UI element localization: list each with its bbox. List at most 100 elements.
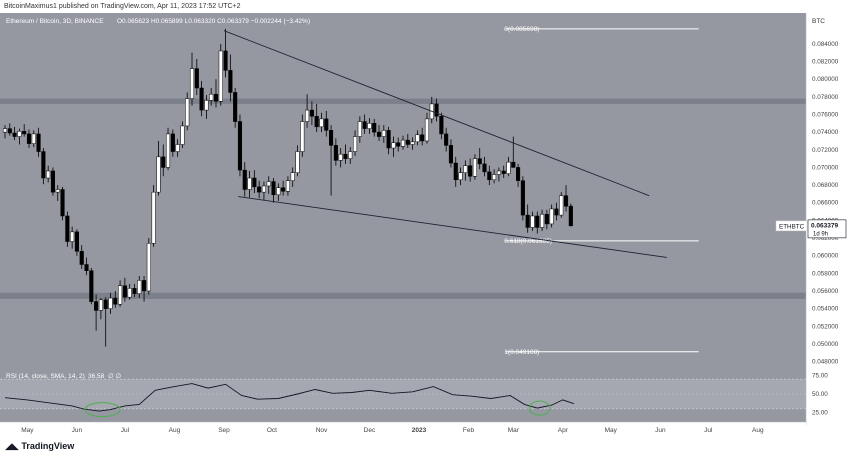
price-tick-17: 0.050000 <box>812 341 839 348</box>
candle-body-19 <box>94 301 99 311</box>
candle-body-93 <box>448 145 454 164</box>
candle-body-38 <box>185 98 190 127</box>
candle-body-40 <box>194 68 199 89</box>
candle-body-110 <box>530 215 535 228</box>
candle-body-42 <box>204 100 209 111</box>
candle-body-75 <box>362 121 367 129</box>
time-axis[interactable]: May Jun Jul Aug Sep Oct Nov Dec 2023 Feb Mar Apr May… <box>0 421 806 438</box>
footer: ◢◣ TradingView <box>0 438 850 456</box>
time-axis-background <box>0 422 806 438</box>
candle-body-106 <box>511 161 516 168</box>
candle-body-2 <box>12 132 17 137</box>
candle-body-10 <box>50 170 56 193</box>
candle-body-92 <box>444 133 449 146</box>
candle-body-64 <box>309 109 314 117</box>
candle-body-98 <box>472 158 477 177</box>
candle-body-88 <box>424 118 430 142</box>
candle-body-25 <box>122 285 127 298</box>
candle-body-30 <box>146 243 151 292</box>
price-tick-6: 0.072000 <box>812 147 839 154</box>
candle-body-76 <box>367 123 372 129</box>
candle-body-8 <box>41 151 46 179</box>
candle-body-73 <box>352 136 358 152</box>
time-tick-2: Jul <box>121 427 130 434</box>
tradingview-logo[interactable]: ◢◣ TradingView <box>5 441 74 452</box>
candle-body-45 <box>218 50 223 102</box>
candle-body-48 <box>233 92 238 122</box>
candle-body-69 <box>333 145 338 161</box>
candle-body-71 <box>343 153 348 159</box>
candle-body-70 <box>338 153 343 161</box>
time-tick-12: May <box>605 427 618 434</box>
candle-body-5 <box>26 133 32 144</box>
candle-body-34 <box>165 133 171 168</box>
fib-label-1: 0.618(0.061685) <box>504 238 552 245</box>
candle-body-21 <box>103 299 108 309</box>
publisher-text: BitcoinMaximus1 published on TradingView… <box>4 3 241 10</box>
candle-body-59 <box>285 180 290 192</box>
candle-body-77 <box>372 123 377 133</box>
time-tick-4: Sep <box>218 427 230 434</box>
rsi-extra: ∅ ∅ <box>108 373 121 380</box>
candle-body-74 <box>357 121 362 137</box>
time-tick-10: Mar <box>508 427 520 434</box>
candle-body-112 <box>540 213 545 228</box>
resistance-zones <box>0 98 806 299</box>
fib-label-2: 1(0.049108) <box>504 349 539 356</box>
price-tick-2: 0.080000 <box>812 76 839 83</box>
rsi-legend: RSI (14, close, SMA, 14, 2) <box>6 373 85 380</box>
candle-body-91 <box>439 116 444 135</box>
candle-body-37 <box>180 125 185 145</box>
tradingview-logo-icon: ◢◣ <box>5 442 19 452</box>
time-tick-3: Aug <box>169 427 181 434</box>
candle-body-18 <box>89 270 94 302</box>
price-tick-14: 0.056000 <box>812 288 839 295</box>
symbol-title: Ethereum / Bitcoin, 3D, BINANCE <box>6 18 104 25</box>
publisher-bar: BitcoinMaximus1 published on TradingView… <box>0 0 850 13</box>
time-tick-8: 2023 <box>412 427 427 434</box>
time-tick-14: Jul <box>704 427 713 434</box>
candle-body-105 <box>506 161 511 174</box>
candle-body-96 <box>463 165 468 173</box>
candle-body-118 <box>568 205 573 227</box>
candle-body-53 <box>257 186 262 193</box>
ethbtc-chart[interactable]: 0(0.085698) 0.618(0.061685) 1(0.049108) 0.… <box>0 0 850 438</box>
candle-body-13 <box>65 215 70 242</box>
time-tick-11: Apr <box>558 427 569 434</box>
candle-body-28 <box>137 280 142 294</box>
candle-body-49 <box>237 121 243 171</box>
candle-body-52 <box>252 177 257 188</box>
candle-body-111 <box>535 215 540 228</box>
candle-body-104 <box>501 170 506 174</box>
trendlines <box>223 30 667 258</box>
candle-body-35 <box>170 133 175 152</box>
price-axis[interactable]: 0.084000 0.082000 0.080000 0.078000 0.076000… <box>805 13 850 425</box>
candle-body-81 <box>391 142 396 149</box>
time-tick-6: Nov <box>316 427 328 434</box>
candle-body-4 <box>22 131 27 135</box>
price-tick-7: 0.070000 <box>812 164 839 171</box>
candle-body-0 <box>2 128 8 133</box>
candle-body-26 <box>127 288 132 298</box>
time-tick-5: Oct <box>267 427 277 434</box>
candle-body-65 <box>314 116 319 128</box>
resistance-zone-1 <box>0 292 806 299</box>
candle-body-54 <box>261 185 266 193</box>
candle-body-116 <box>559 195 564 216</box>
candle-body-44 <box>213 93 219 102</box>
candle-body-62 <box>300 121 305 152</box>
rsi-tick-1: 50.00 <box>812 391 828 398</box>
candle-body-113 <box>544 213 549 225</box>
candle-body-3 <box>17 131 22 137</box>
price-tick-13: 0.058000 <box>812 270 839 277</box>
price-tick-8: 0.068000 <box>812 182 839 189</box>
main-plot-background <box>0 13 806 366</box>
candle-body-85 <box>410 141 415 145</box>
candle-body-72 <box>348 151 353 159</box>
candle-body-16 <box>79 251 84 265</box>
time-tick-7: Dec <box>364 427 376 434</box>
candle-body-99 <box>477 158 482 165</box>
candle-body-23 <box>113 297 118 305</box>
trendline-0 <box>223 30 650 197</box>
candle-body-90 <box>434 103 439 117</box>
